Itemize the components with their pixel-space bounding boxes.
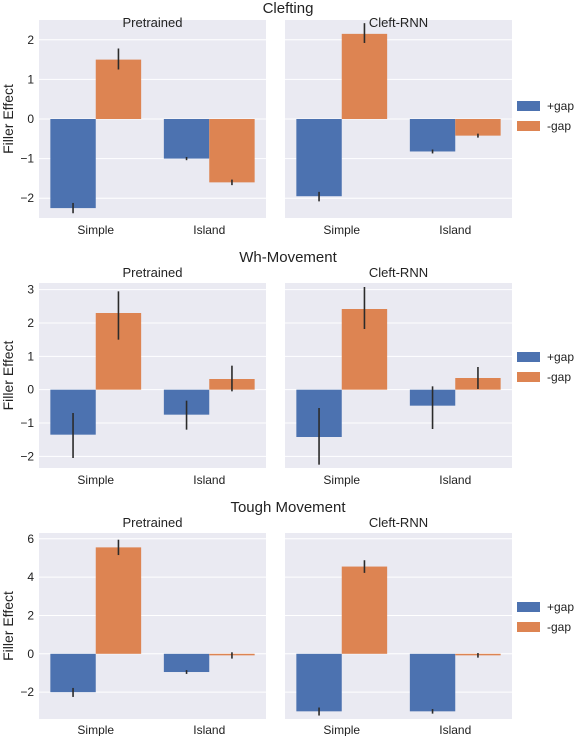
panel-title: Pretrained	[123, 265, 183, 280]
legend-swatch	[517, 372, 540, 382]
y-tick-label: 0	[27, 112, 34, 126]
row-title: Clefting	[263, 0, 314, 17]
y-axis-label: Filler Effect	[0, 341, 16, 411]
y-axis-label: Filler Effect	[0, 84, 16, 154]
legend-swatch	[517, 622, 540, 632]
y-tick-label: 4	[27, 570, 34, 584]
y-tick-label: −2	[20, 191, 34, 205]
panel-title: Cleft-RNN	[369, 265, 428, 280]
x-tick-label: Island	[193, 473, 225, 487]
y-tick-label: 1	[27, 349, 34, 363]
y-tick-label: 3	[27, 283, 34, 297]
panel-title: Cleft-RNN	[369, 15, 428, 30]
y-tick-label: −1	[20, 416, 34, 430]
y-axis-label: Filler Effect	[0, 591, 16, 661]
x-tick-label: Island	[439, 223, 471, 237]
legend-label: +gap	[547, 99, 574, 113]
x-tick-label: Simple	[323, 723, 360, 736]
bar	[341, 33, 388, 119]
bar	[209, 119, 255, 183]
x-tick-label: Simple	[323, 473, 360, 487]
bar	[95, 547, 142, 654]
y-tick-label: −2	[20, 449, 34, 463]
x-tick-label: Island	[439, 723, 471, 736]
bar	[409, 119, 456, 152]
bar	[163, 653, 210, 673]
bar	[409, 653, 456, 712]
bar	[50, 653, 96, 693]
panel-title: Pretrained	[123, 15, 183, 30]
legend-swatch	[517, 352, 540, 362]
y-tick-label: 2	[27, 316, 34, 330]
y-tick-label: 2	[27, 33, 34, 47]
legend-label: -gap	[547, 119, 571, 133]
y-tick-label: −2	[20, 685, 34, 699]
x-tick-label: Island	[193, 723, 225, 736]
panel-background	[285, 283, 512, 468]
y-tick-label: −1	[20, 152, 34, 166]
x-tick-label: Island	[193, 223, 225, 237]
x-tick-label: Simple	[77, 473, 114, 487]
y-tick-label: 1	[27, 72, 34, 86]
y-tick-label: 0	[27, 383, 34, 397]
bar	[341, 566, 388, 654]
y-tick-label: 2	[27, 608, 34, 622]
x-tick-label: Simple	[77, 723, 114, 736]
x-tick-label: Island	[439, 473, 471, 487]
bar	[50, 119, 96, 209]
legend-swatch	[517, 121, 540, 131]
bar	[455, 119, 501, 136]
bar	[163, 119, 210, 159]
row-title: Tough Movement	[230, 499, 346, 516]
legend-label: +gap	[547, 350, 574, 364]
y-tick-label: 0	[27, 647, 34, 661]
legend-label: -gap	[547, 620, 571, 634]
legend-swatch	[517, 101, 540, 111]
y-tick-label: 6	[27, 532, 34, 546]
legend-swatch	[517, 602, 540, 612]
x-tick-label: Simple	[77, 223, 114, 237]
panel-title: Pretrained	[123, 515, 183, 530]
bar	[296, 119, 342, 197]
panel-background	[39, 283, 266, 468]
legend-label: -gap	[547, 370, 571, 384]
bar	[296, 653, 342, 712]
x-tick-label: Simple	[323, 223, 360, 237]
row-title: Wh-Movement	[239, 249, 337, 266]
legend-label: +gap	[547, 600, 574, 614]
panel-title: Cleft-RNN	[369, 515, 428, 530]
